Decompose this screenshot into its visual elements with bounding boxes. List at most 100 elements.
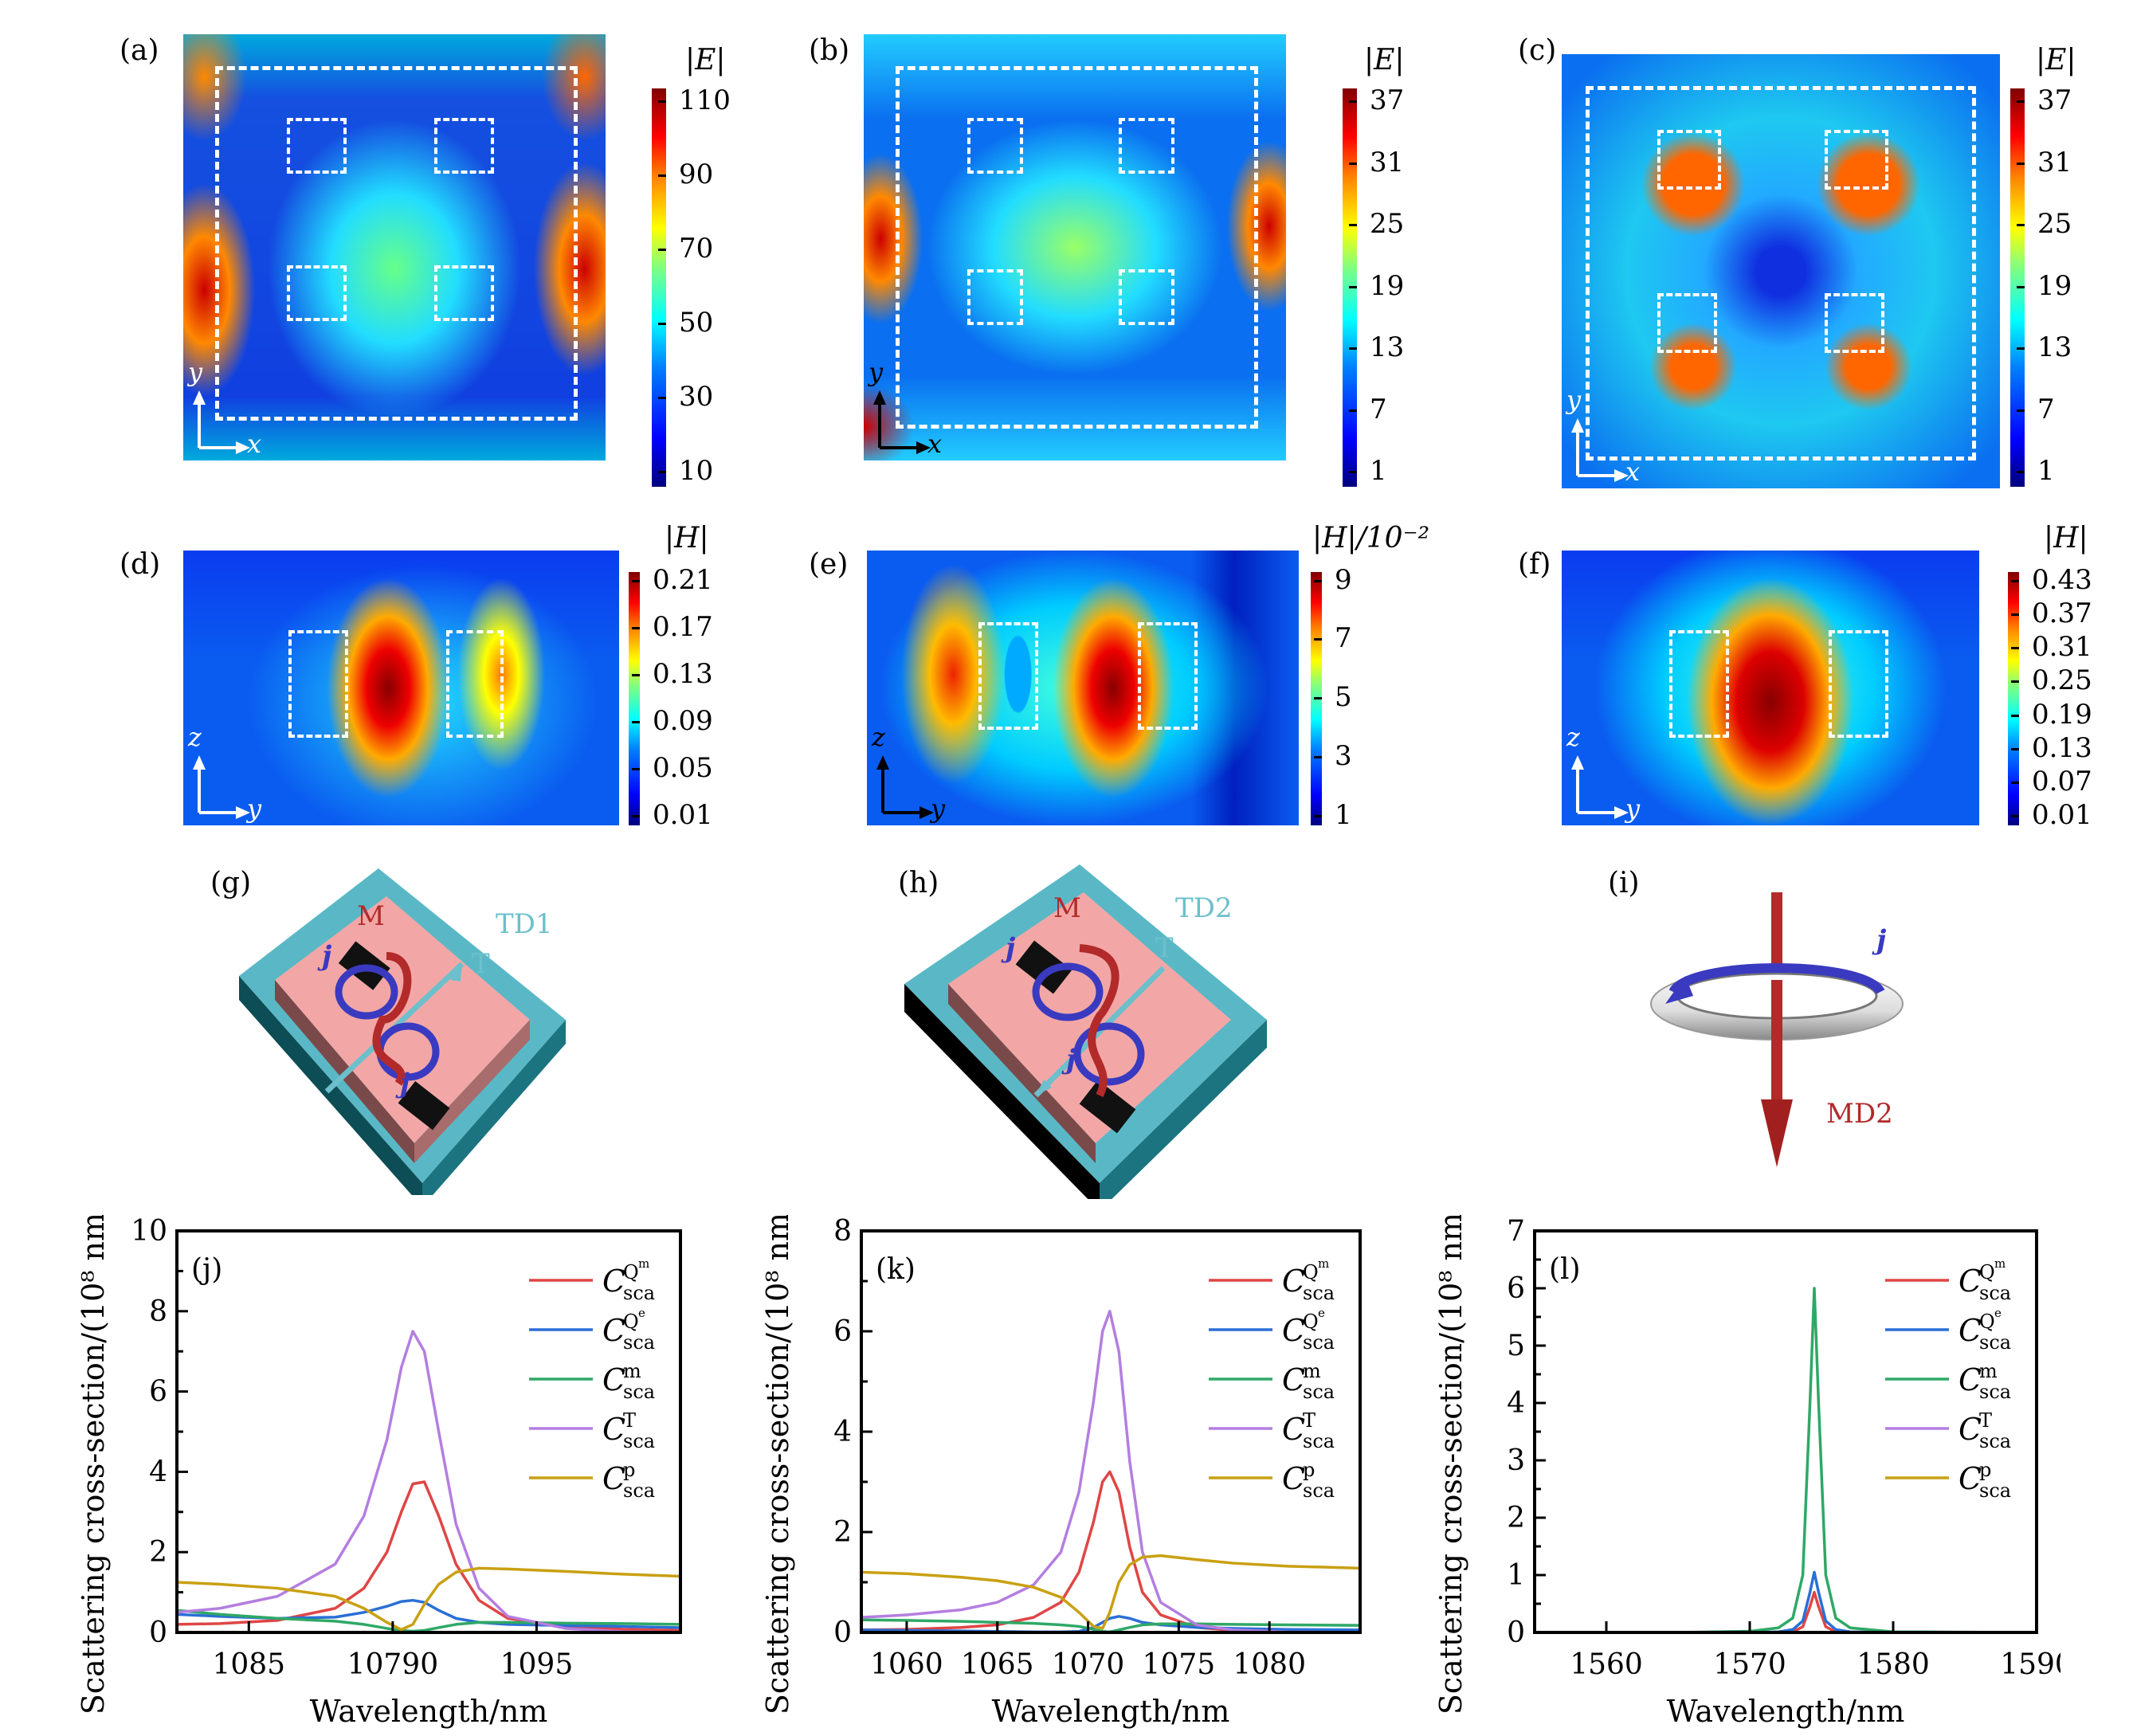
panel-label: (j) xyxy=(191,1253,222,1286)
colorbar-tick-label: 7 xyxy=(1349,393,1387,425)
colorbar-tick-label: 10 xyxy=(657,455,714,487)
colorbar-tick-label: 0.43 xyxy=(2011,563,2092,596)
y-tick-label: 5 xyxy=(1507,1330,1525,1362)
y-tick-label: 0 xyxy=(1507,1616,1525,1649)
y-tick-label: 8 xyxy=(149,1295,167,1328)
y-tick-label: 4 xyxy=(149,1456,167,1488)
axis-indicator-arrows xyxy=(1571,418,1629,482)
legend-subscript: sca xyxy=(1979,1479,2011,1502)
j-label: j xyxy=(1876,924,1887,956)
legend-superscript: Q xyxy=(1979,1311,1995,1333)
legend-symbol: C xyxy=(1959,1362,1982,1397)
resonator-outline xyxy=(1669,630,1729,738)
resonator-outline xyxy=(434,265,494,321)
legend-subscript: sca xyxy=(1979,1331,2011,1354)
legend-symbol: C xyxy=(1959,1264,1982,1299)
colorbar-tick-label: 0.13 xyxy=(2011,731,2092,764)
colorbar xyxy=(652,88,666,487)
colorbar-tick-label: 0.01 xyxy=(632,799,713,832)
axis-label: y xyxy=(188,357,203,387)
resonator-outline xyxy=(434,118,494,174)
resonator-outline xyxy=(1119,118,1174,174)
resonator-outline xyxy=(978,622,1038,730)
legend-subscript: sca xyxy=(1303,1479,1335,1502)
mode-label-td1: TD1 xyxy=(496,908,553,940)
x-axis-label: Wavelength/nm xyxy=(1667,1694,1905,1729)
axis-label: y xyxy=(1625,794,1641,824)
legend-subscript: sca xyxy=(1979,1430,2011,1452)
legend-superscript: m xyxy=(623,1360,641,1382)
j-label: j xyxy=(322,940,332,972)
legend-superscript-index: m xyxy=(638,1256,649,1271)
unit-cell-outline xyxy=(1586,86,1976,460)
axis-indicator-arrows xyxy=(1571,755,1629,819)
legend-superscript-index: m xyxy=(1318,1256,1329,1271)
x-tick-label: 1085 xyxy=(212,1648,285,1681)
colorbar-tick-label: 30 xyxy=(657,381,714,413)
m-label: M xyxy=(1053,892,1081,924)
colorbar-tick-label: 70 xyxy=(657,233,714,265)
legend-symbol: C xyxy=(1959,1313,1982,1348)
colorbar xyxy=(629,572,640,825)
colorbar-title: |E| xyxy=(2036,44,2076,76)
colorbar-tick-label: 19 xyxy=(1348,269,1405,302)
legend-superscript: Q xyxy=(623,1311,639,1333)
axis-label: y xyxy=(931,794,946,824)
md2-toroid-illustration xyxy=(1650,892,1904,1167)
legend-superscript-index: e xyxy=(1318,1306,1325,1320)
series-line-T xyxy=(861,1310,1361,1634)
y-axis-label: Scattering cross-section/(10⁸ nm²) xyxy=(760,1215,795,1714)
td1-structure-illustration xyxy=(239,868,566,1195)
t-label: T xyxy=(1155,932,1174,964)
colorbar-tick-label: 37 xyxy=(1348,84,1405,116)
colorbar-title: |H|/10⁻² xyxy=(1312,522,1430,555)
legend-subscript: sca xyxy=(1303,1282,1335,1304)
x-tick-label: 1560 xyxy=(1570,1648,1643,1681)
colorbar-tick-label: 31 xyxy=(2016,146,2072,178)
y-axis-label: Scattering cross-section/(10⁸ nm²) xyxy=(1433,1215,1468,1714)
y-tick-label: 10 xyxy=(131,1215,167,1248)
y-tick-label: 6 xyxy=(1507,1272,1525,1305)
colorbar-tick-label: 31 xyxy=(1348,146,1405,178)
panel-label: (d) xyxy=(120,548,161,581)
colorbar-title: |E| xyxy=(1364,44,1405,76)
resonator-outline xyxy=(288,630,348,738)
colorbar-tick-label: 13 xyxy=(1348,331,1405,363)
colorbar-tick-label: 1 xyxy=(2017,455,2055,487)
colorbar-title: |E| xyxy=(685,44,726,76)
legend-symbol: C xyxy=(1282,1313,1305,1348)
axis-label: z xyxy=(872,722,885,752)
y-tick-label: 6 xyxy=(149,1376,167,1409)
colorbar-tick-label: 0.01 xyxy=(2011,799,2092,832)
legend-symbol: C xyxy=(602,1412,625,1447)
colorbar-tick-label: 0.09 xyxy=(632,704,713,737)
colorbar-tick-label: 0.05 xyxy=(632,752,713,785)
j-label: j xyxy=(1006,932,1016,964)
resonator-outline xyxy=(1657,130,1721,190)
legend-superscript: Q xyxy=(1979,1261,1995,1283)
series-line-Qm xyxy=(1535,1590,2037,1634)
series-line-m xyxy=(1535,1287,2037,1634)
axis-label: z xyxy=(188,722,202,752)
axis-label: x xyxy=(927,429,943,459)
legend-symbol: C xyxy=(1282,1461,1305,1496)
series-line-p xyxy=(176,1566,681,1632)
colorbar-tick-label: 0.25 xyxy=(2011,664,2092,697)
axis-label: x xyxy=(1625,457,1641,487)
colorbar-title: |H| xyxy=(2044,522,2088,555)
t-label: T xyxy=(472,948,490,980)
resonator-outline xyxy=(1825,130,1888,190)
colorbar-tick-label: 13 xyxy=(2016,331,2072,363)
axis-indicator-arrows xyxy=(193,390,250,454)
y-tick-label: 3 xyxy=(1507,1444,1525,1477)
legend-subscript: sca xyxy=(623,1381,655,1403)
resonator-outline xyxy=(967,269,1023,325)
colorbar-tick-label: 9 xyxy=(1314,563,1352,596)
y-tick-label: 1 xyxy=(1507,1559,1525,1592)
axis-indicator-arrows xyxy=(876,755,934,819)
colorbar-tick-label: 0.17 xyxy=(632,610,713,643)
y-tick-label: 0 xyxy=(833,1616,852,1649)
